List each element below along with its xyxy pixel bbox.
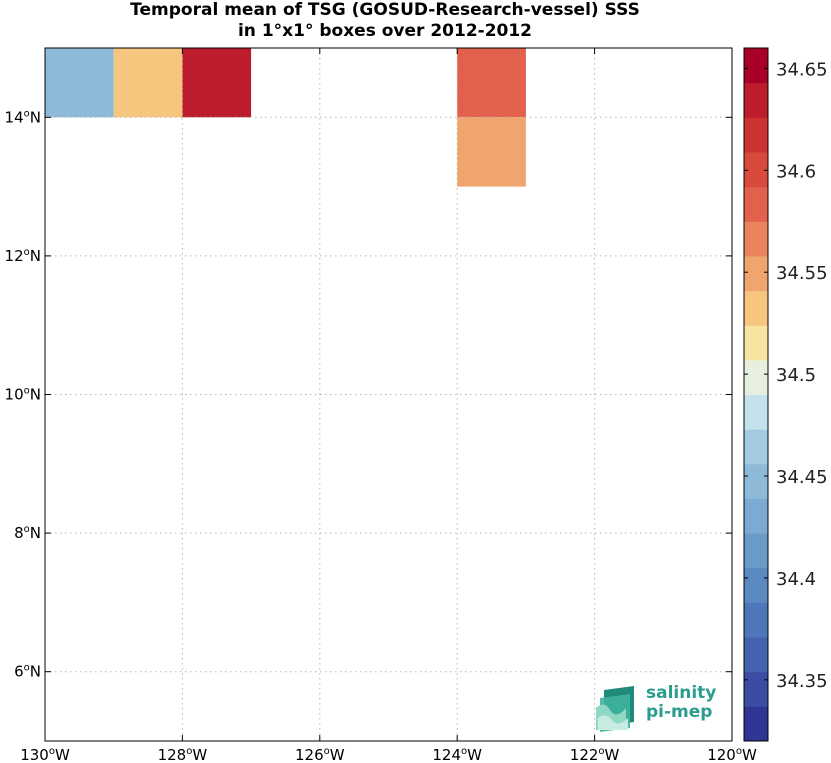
chart-title: Temporal mean of TSG (GOSUD-Research-ves… [0, 0, 770, 42]
colorbar-segment-4 [744, 567, 768, 603]
cell-1 [113, 48, 183, 118]
x-tick-label-0: 130oW [20, 746, 70, 763]
colorbar-tick-label-6: 34.65 [776, 59, 828, 80]
chart-title-line-1: Temporal mean of TSG (GOSUD-Research-ves… [130, 0, 640, 20]
colorbar-segment-7 [744, 463, 768, 499]
cell-2 [182, 48, 252, 118]
colorbar-segment-11 [744, 325, 768, 361]
colorbar-segment-16 [744, 151, 768, 188]
colorbar-frame [743, 47, 769, 742]
x-tick-label-4: 122oW [570, 746, 620, 763]
colorbar-segment-3 [744, 602, 768, 638]
colorbar-segment-15 [744, 186, 768, 222]
x-tick-label-1: 128oW [158, 746, 208, 763]
x-tick-label-2: 126oW [295, 746, 345, 763]
colorbar-segment-9 [744, 394, 768, 430]
colorbar-segment-18 [744, 82, 768, 118]
colorbar-segment-19 [744, 48, 768, 84]
colorbar-segment-14 [744, 221, 768, 257]
x-tick-label-5: 120oW [707, 746, 757, 763]
colorbar-segment-13 [744, 255, 768, 292]
cell-0 [45, 48, 114, 118]
colorbar-tick-label-1: 34.4 [776, 569, 816, 590]
colorbar: 34.35 34.4 34.45 34.5 34.55 34.6 34.65 [743, 47, 828, 742]
colorbar-segment-8 [744, 429, 768, 465]
x-tick-label-3: 124oW [432, 746, 482, 763]
colorbar-segment-2 [744, 637, 768, 673]
y-tick-label-2: 10oN [5, 386, 41, 404]
logo-wave-icon [596, 686, 634, 732]
y-axis-ticks: 6oN 8oN 10oN 12oN 14oN [5, 108, 732, 681]
y-tick-label-1: 8oN [14, 524, 41, 542]
colorbar-tick-label-3: 34.5 [776, 365, 816, 386]
x-axis-ticks: 130oW 128oW 126oW 124oW 122oW 120oW [20, 48, 757, 763]
gridlines [45, 48, 732, 741]
colorbar-segment-1 [744, 671, 768, 707]
colorbar-segment-6 [744, 498, 768, 534]
data-cells [45, 48, 526, 187]
colorbar-tick-label-4: 34.55 [776, 263, 828, 284]
colorbar-tick-label-2: 34.45 [776, 467, 828, 488]
colorbar-tick-label-5: 34.6 [776, 161, 816, 182]
colorbar-tick-label-0: 34.35 [776, 671, 828, 692]
salinity-pi-mep-logo: salinity pi-mep [596, 684, 726, 732]
logo-line-2: pi-mep [646, 702, 713, 722]
colorbar-segment-5 [744, 533, 768, 569]
plot-frame [44, 47, 733, 742]
y-tick-label-3: 12oN [5, 247, 41, 265]
y-tick-label-4: 14oN [5, 108, 41, 126]
chart-title-line-2: in 1°x1° boxes over 2012-2012 [237, 21, 533, 41]
colorbar-segment-0 [744, 706, 768, 742]
colorbar-segment-12 [744, 290, 768, 326]
cell-3 [457, 48, 526, 118]
cell-4 [457, 117, 526, 187]
colorbar-segment-10 [744, 359, 768, 395]
y-tick-label-0: 6oN [14, 663, 41, 681]
colorbar-segment-17 [744, 117, 768, 153]
logo-line-1: salinity [646, 683, 717, 703]
